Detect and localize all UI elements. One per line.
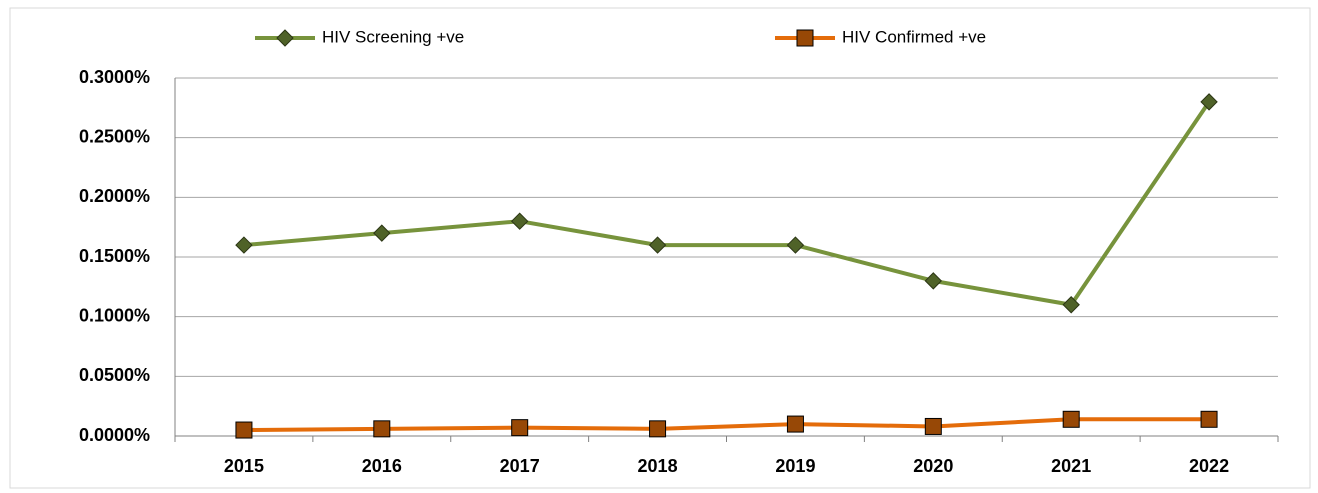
y-tick-label: 0.3000% — [79, 67, 150, 87]
y-tick-label: 0.0000% — [79, 425, 150, 445]
data-point — [648, 236, 667, 254]
data-point — [373, 420, 391, 438]
data-point — [786, 415, 804, 433]
data-point — [786, 236, 805, 254]
data-point — [511, 419, 529, 437]
data-point — [649, 420, 667, 438]
x-tick-label: 2018 — [638, 456, 678, 476]
data-point — [373, 224, 391, 242]
series-line — [243, 417, 1210, 433]
x-tick-label: 2022 — [1189, 456, 1229, 476]
x-tick-label: 2016 — [362, 456, 402, 476]
data-point — [924, 417, 942, 435]
data-point — [924, 272, 943, 290]
data-point — [1200, 93, 1218, 111]
y-tick-label: 0.2000% — [79, 186, 150, 206]
y-tick-label: 0.2500% — [79, 126, 150, 146]
x-tick-label: 2017 — [500, 456, 540, 476]
x-tick-label: 2020 — [913, 456, 953, 476]
x-tick-label: 2019 — [775, 456, 815, 476]
data-point — [510, 212, 529, 230]
x-tick-label: 2015 — [224, 456, 264, 476]
x-tick-label: 2021 — [1051, 456, 1091, 476]
y-tick-label: 0.0500% — [79, 365, 150, 385]
legend-label: HIV Screening +ve — [322, 27, 464, 46]
data-point — [1200, 410, 1218, 428]
data-point — [235, 421, 253, 439]
y-tick-label: 0.1000% — [79, 305, 150, 325]
legend-label: HIV Confirmed +ve — [842, 27, 986, 46]
data-point — [1062, 296, 1080, 314]
legend-marker — [796, 29, 814, 47]
y-tick-label: 0.1500% — [79, 246, 150, 266]
data-point — [235, 236, 253, 254]
series-line — [243, 100, 1211, 307]
data-point — [1062, 410, 1080, 428]
legend-marker — [276, 29, 294, 47]
